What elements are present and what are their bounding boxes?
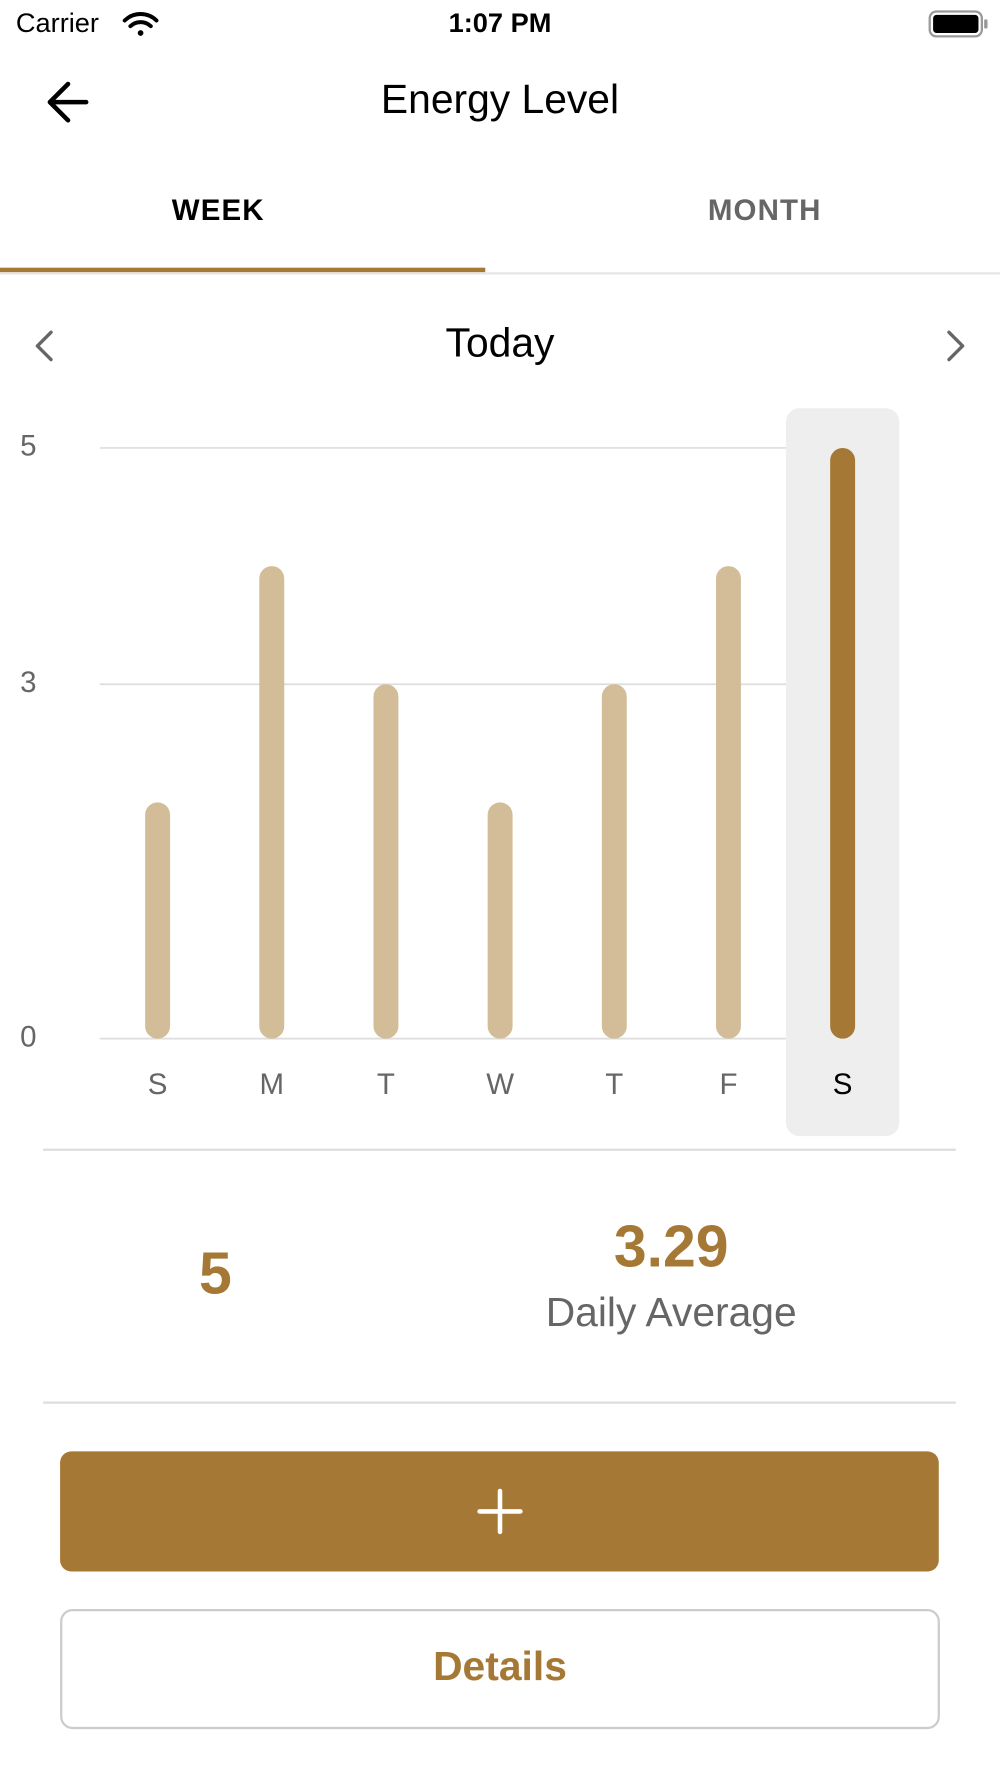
y-tick-label: 5 xyxy=(20,430,36,463)
wifi-icon xyxy=(122,12,159,36)
x-tick-label: W xyxy=(486,1068,514,1101)
x-tick-label: T xyxy=(605,1068,623,1101)
x-tick-label: S xyxy=(148,1068,168,1101)
bar xyxy=(715,566,741,1039)
average-label: Daily Average xyxy=(546,1289,797,1335)
x-tick-label: S xyxy=(833,1068,853,1101)
period-label: Today xyxy=(446,320,555,366)
next-button[interactable] xyxy=(947,330,965,362)
carrier: Carrier xyxy=(16,7,99,38)
details-label: Details xyxy=(433,1643,567,1689)
battery-icon xyxy=(928,10,988,38)
chart: 0 3 5 S M T W T F S xyxy=(20,408,900,1137)
bar xyxy=(145,802,171,1039)
average-value: 3.29 xyxy=(614,1214,729,1279)
bar xyxy=(259,566,285,1039)
tab-label: MONTH xyxy=(708,194,822,227)
selected-value: 5 xyxy=(199,1241,232,1306)
tab-indicator xyxy=(0,267,486,273)
y-tick-label: 3 xyxy=(20,666,36,699)
bar xyxy=(487,802,513,1039)
x-tick-label: T xyxy=(377,1068,395,1101)
previous-button[interactable] xyxy=(35,330,53,362)
details-button-bg xyxy=(60,1608,940,1730)
y-tick-label: 0 xyxy=(20,1020,36,1053)
x-tick-label: M xyxy=(259,1068,284,1101)
x-tick-label: F xyxy=(719,1068,737,1101)
add-button[interactable] xyxy=(60,1451,939,1572)
bar xyxy=(830,447,856,1039)
details-button[interactable]: Details xyxy=(60,1608,940,1730)
page-title: Energy Level xyxy=(381,76,619,122)
tab-label: WEEK xyxy=(172,194,265,227)
tabs: WEEK MONTH xyxy=(0,194,822,273)
clock: 1:07 PM xyxy=(449,7,552,38)
plus-icon xyxy=(477,1488,523,1535)
bar xyxy=(373,684,399,1039)
back-button[interactable] xyxy=(47,81,89,123)
bar xyxy=(601,684,627,1039)
